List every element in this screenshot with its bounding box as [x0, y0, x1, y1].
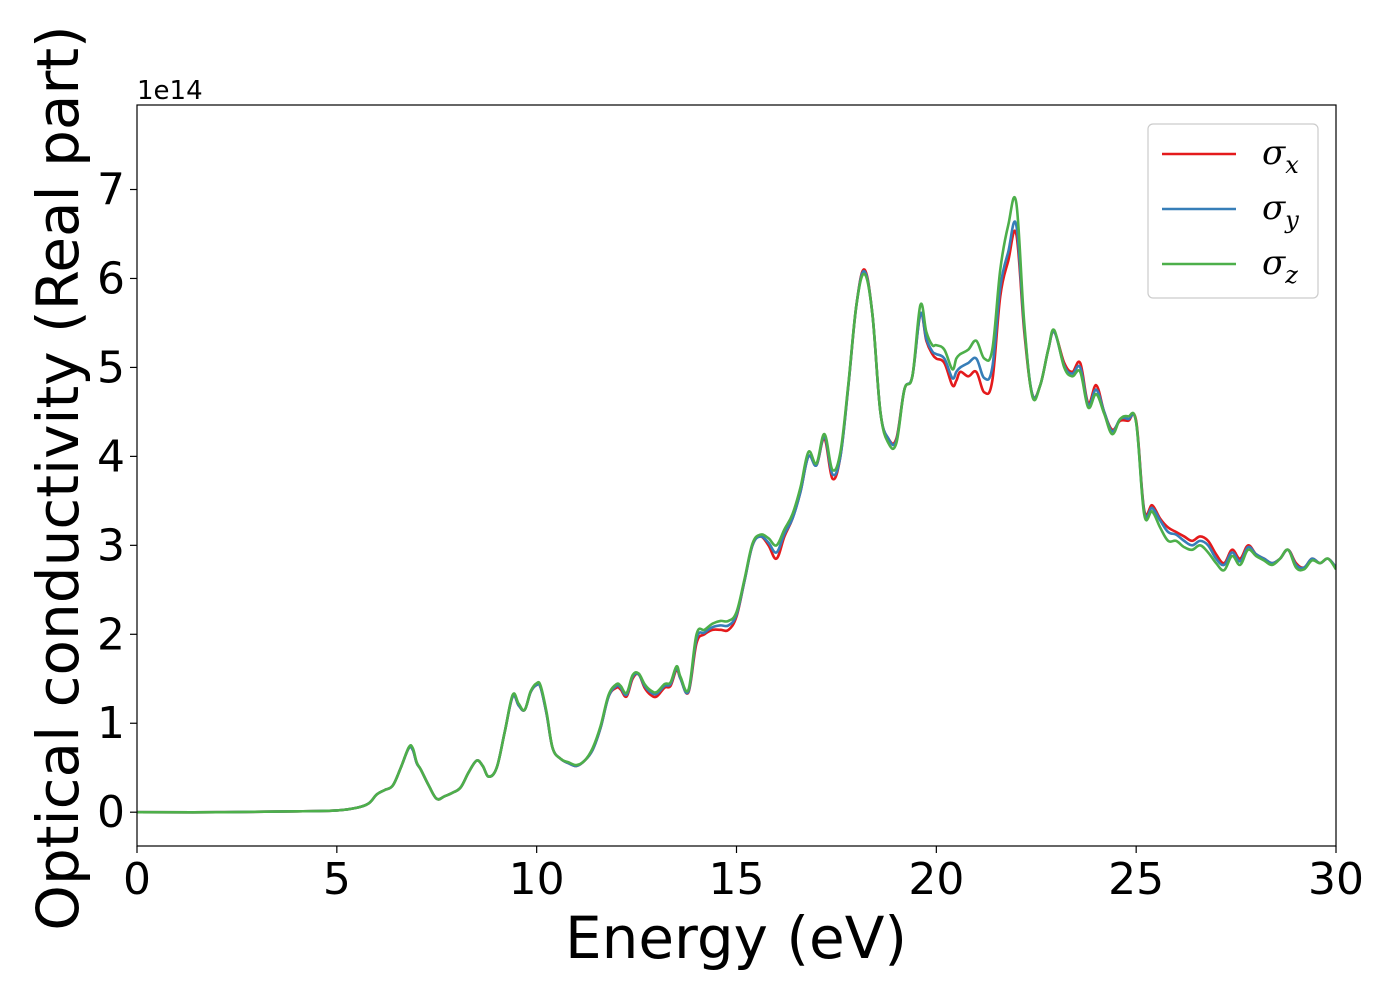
y-axis-title: Optical conductivity (Real part) — [24, 25, 92, 930]
legend-item-x: σx — [1162, 133, 1299, 179]
y-tick-label: 1 — [97, 698, 125, 749]
y-tick-label: 4 — [97, 431, 125, 482]
x-tick-label: 30 — [1308, 854, 1364, 905]
axes-frame — [136, 104, 1337, 847]
legend-label: σx — [1262, 133, 1299, 179]
legend-item-z: σz — [1162, 243, 1298, 289]
x-axis-ticks: 0 5 10 15 20 25 30 — [123, 846, 1364, 905]
y-tick-label: 5 — [97, 342, 125, 393]
y-tick-label: 3 — [97, 520, 125, 571]
x-tick-label: 20 — [908, 854, 964, 905]
y-tick-label: 6 — [97, 253, 125, 304]
x-tick-label: 15 — [709, 854, 765, 905]
y-axis-ticks: 0 1 2 3 4 5 6 7 — [97, 165, 137, 838]
plot-area — [137, 195, 1336, 814]
legend-box — [1147, 123, 1319, 299]
legend-label: σy — [1262, 188, 1299, 234]
y-tick-label: 2 — [97, 609, 125, 660]
x-tick-label: 0 — [123, 854, 151, 905]
legend: σx σy σz — [1147, 123, 1319, 299]
y-tick-label: 7 — [97, 165, 125, 216]
x-tick-label: 5 — [323, 854, 351, 905]
series-line-z — [137, 195, 1336, 814]
legend-label: σz — [1262, 243, 1298, 289]
x-tick-label: 25 — [1108, 854, 1164, 905]
legend-item-y: σy — [1162, 188, 1299, 234]
y-tick-label: 0 — [97, 787, 125, 838]
x-axis-title: Energy (eV) — [565, 904, 907, 972]
y-axis-offset-label: 1e14 — [137, 76, 203, 106]
x-tick-label: 10 — [509, 854, 565, 905]
